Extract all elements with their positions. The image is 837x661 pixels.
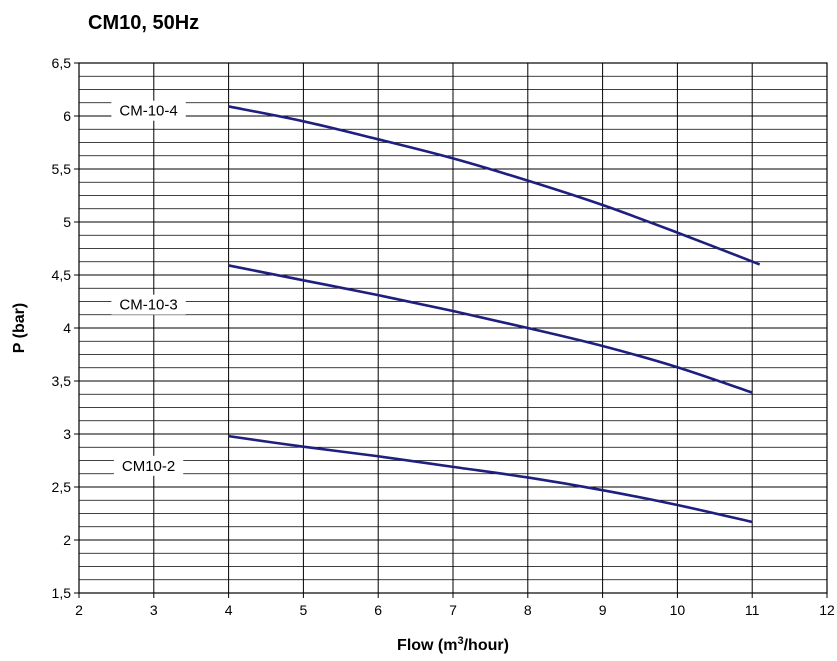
y-tick-label: 6	[63, 108, 71, 124]
series-label-text: CM10-2	[122, 458, 175, 475]
series-label-box	[111, 100, 186, 121]
x-axis-title: Flow (m3/hour)	[397, 635, 509, 654]
axis-ticks: 2 3 4 5 6 7 8 9 10 11 121,522,533,544,555,566,5	[52, 55, 835, 618]
series-label-box	[113, 455, 184, 476]
series-label-cm-10-4: CM-10-4	[111, 100, 186, 121]
y-tick-label: 5	[63, 214, 71, 230]
series-label-cm-10-3: CM-10-3	[111, 294, 186, 315]
x-tick-label: 6	[374, 602, 382, 618]
series-label-cm10-2: CM10-2	[113, 455, 184, 476]
y-axis-title: P (bar)	[11, 303, 28, 353]
x-tick-label: 4	[225, 602, 233, 618]
y-tick-label: 5,5	[52, 161, 72, 177]
series-lines	[228, 105, 761, 524]
y-tick-label: 4,5	[52, 267, 72, 283]
series-line-cm10-2	[228, 434, 753, 524]
x-tick-label: 7	[449, 602, 457, 618]
x-tick-label: 8	[524, 602, 532, 618]
y-tick-label: 3,5	[52, 373, 72, 389]
x-tick-label: 9	[599, 602, 607, 618]
series-line-cm-10-3	[228, 264, 753, 394]
y-tick-label: 3	[63, 426, 71, 442]
series-label-text: CM-10-4	[119, 103, 177, 120]
y-tick-label: 4	[63, 320, 71, 336]
y-tick-label: 6,5	[52, 55, 72, 71]
x-tick-label: 12	[819, 602, 835, 618]
series-label-text: CM-10-3	[119, 297, 177, 314]
series-labels: CM-10-4 CM-10-3 CM10-2	[111, 100, 186, 476]
x-tick-label: 11	[745, 602, 760, 618]
series-label-box	[111, 294, 186, 315]
x-tick-label: 5	[300, 602, 308, 618]
x-tick-label: 10	[670, 602, 686, 618]
x-tick-label: 3	[150, 602, 158, 618]
y-tick-label: 1,5	[52, 585, 72, 601]
series-line-cm-10-4	[228, 105, 761, 266]
x-tick-label: 2	[75, 602, 83, 618]
y-tick-label: 2,5	[52, 479, 72, 495]
chart-title: CM10, 50Hz	[88, 12, 200, 34]
y-tick-label: 2	[63, 532, 71, 548]
